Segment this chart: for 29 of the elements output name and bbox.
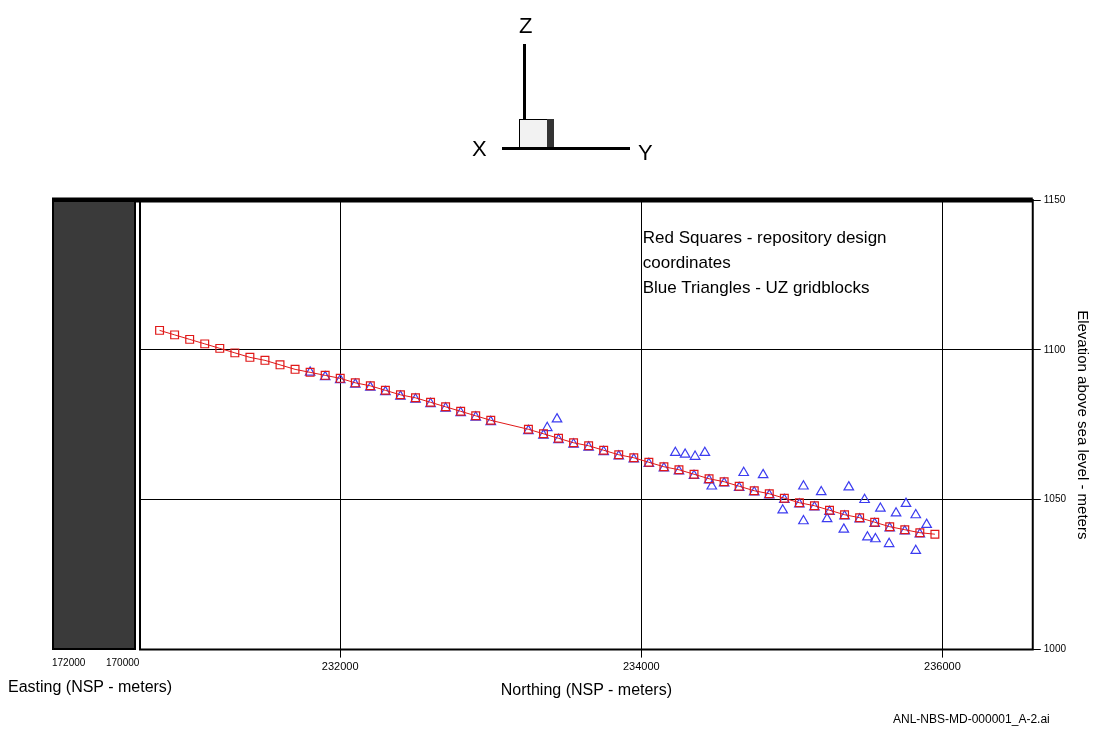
annotation: Red Squares - repository design coordinates	[642, 227, 888, 274]
point	[245, 352, 255, 362]
text: Z	[519, 12, 533, 40]
y-axis-title: Elevation above sea level - meters	[1074, 310, 1092, 540]
point	[155, 325, 165, 335]
x-tick-label: 236000	[924, 660, 961, 673]
point	[230, 348, 240, 358]
text: ANL-NBS-MD-000001_A-2.ai	[893, 711, 1050, 728]
point	[200, 339, 210, 349]
x-tick-label: 232000	[321, 660, 359, 673]
text: 172000	[52, 655, 86, 670]
annotation: Blue Triangles - UZ gridblocks	[642, 277, 870, 299]
y-tick-label: 1100	[1043, 343, 1066, 355]
text: 170000	[106, 655, 140, 670]
text: X	[472, 135, 487, 163]
point	[215, 343, 225, 353]
x-tick-label: 234000	[622, 660, 660, 673]
y-tick-label: 1050	[1043, 493, 1067, 505]
point	[185, 334, 195, 344]
text: Y	[638, 139, 653, 167]
y-tick-label: 1000	[1043, 643, 1067, 655]
point	[170, 330, 180, 340]
y-tick-label: 1150	[1043, 193, 1066, 205]
point	[930, 529, 940, 539]
point	[260, 355, 270, 365]
x-axis-title: Northing (NSP - meters)	[500, 680, 673, 698]
point	[275, 360, 285, 370]
text: Easting (NSP - meters)	[8, 676, 173, 697]
point	[290, 364, 300, 374]
